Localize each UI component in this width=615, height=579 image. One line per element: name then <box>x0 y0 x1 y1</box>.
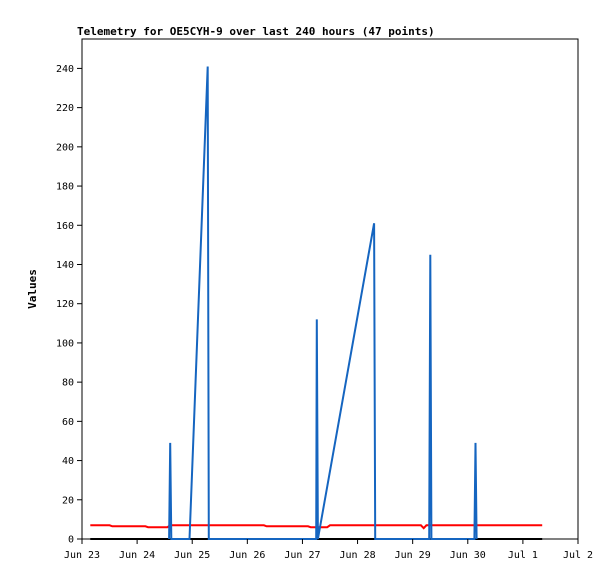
series-line-3 <box>168 66 478 540</box>
x-axis: Jun 23 Jun 24 Jun 25 Jun 26 Jun 27 Jun 28 Jun … <box>64 539 593 561</box>
x-tick-label: Jun 23 <box>64 550 100 561</box>
x-tick-label: Jun 30 <box>450 550 486 561</box>
plot-area-frame <box>81 38 579 540</box>
x-tick-label: Jun 27 <box>284 550 320 561</box>
y-tick-label: 180 <box>56 182 74 193</box>
x-tick-label: Jun 28 <box>339 550 375 561</box>
y-tick-label: 80 <box>62 378 74 389</box>
y-tick-label: 140 <box>56 260 74 271</box>
x-tick-label: Jun 26 <box>229 550 265 561</box>
y-tick-label: 200 <box>56 142 74 153</box>
y-tick-label: 240 <box>56 64 74 75</box>
x-tick-label: Jul 1 <box>508 550 538 561</box>
x-tick-label: Jun 25 <box>174 550 210 561</box>
y-axis: 0 20 40 60 80 100 120 140 160 180 200 220 240 <box>56 64 82 546</box>
series-line-2 <box>90 524 543 530</box>
y-tick-label: 120 <box>56 299 74 310</box>
y-axis-title: Values <box>26 269 39 309</box>
y-tick-label: 220 <box>56 103 74 114</box>
series-layer <box>90 66 543 540</box>
y-tick-label: 40 <box>62 456 74 467</box>
y-tick-label: 100 <box>56 338 74 349</box>
y-tick-label: 60 <box>62 417 74 428</box>
y-tick-label: 0 <box>68 535 74 546</box>
x-tick-label: Jun 24 <box>119 550 155 561</box>
y-tick-label: 160 <box>56 221 74 232</box>
x-tick-label: Jul 2 <box>563 550 593 561</box>
y-tick-label: 20 <box>62 495 74 506</box>
chart-title: Telemetry for OE5CYH-9 over last 240 hou… <box>77 25 435 38</box>
x-tick-label: Jun 29 <box>395 550 431 561</box>
